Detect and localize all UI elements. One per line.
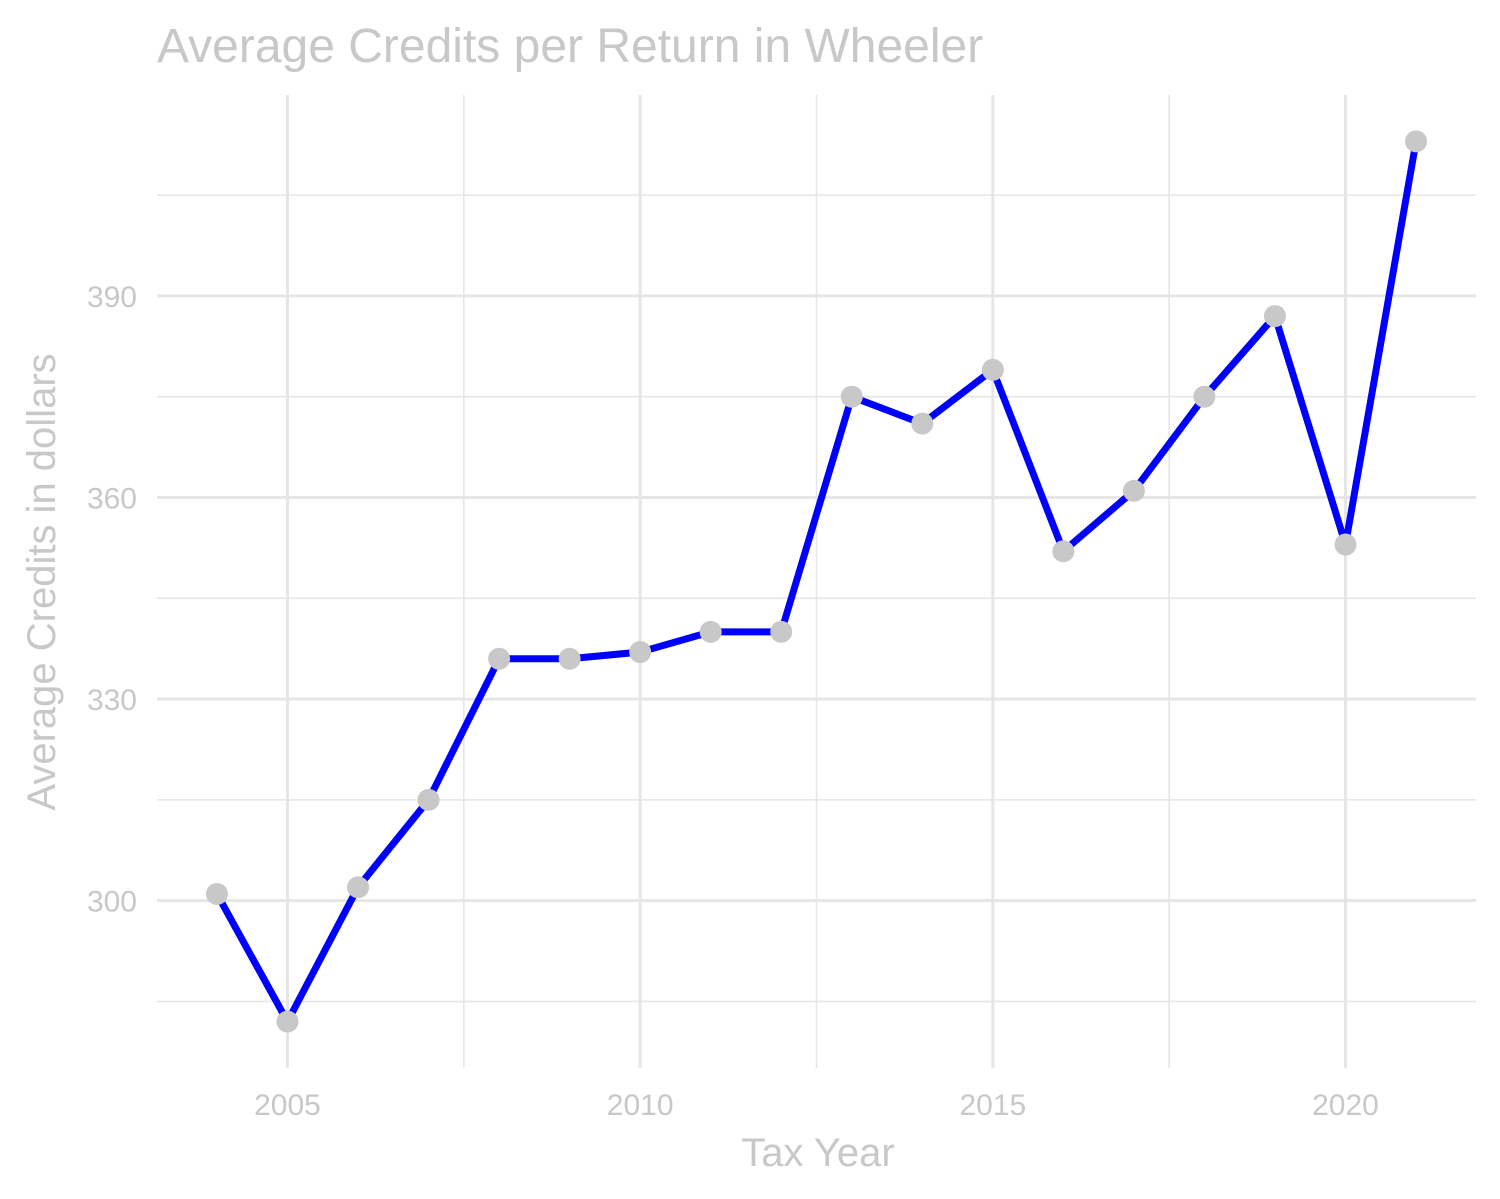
- data-point: [981, 358, 1004, 381]
- data-point: [1263, 305, 1286, 328]
- y-tick-label: 360: [87, 483, 137, 516]
- data-point: [840, 385, 863, 408]
- data-point: [770, 620, 793, 643]
- data-point: [699, 620, 722, 643]
- data-point: [488, 647, 511, 670]
- y-axis-title: Average Credits in dollars: [20, 353, 64, 810]
- data-point: [417, 788, 440, 811]
- data-point: [276, 1010, 299, 1033]
- data-point: [629, 641, 652, 664]
- x-axis-title: Tax Year: [741, 1131, 894, 1175]
- x-tick-label: 2020: [1312, 1089, 1379, 1122]
- x-tick-label: 2010: [607, 1089, 674, 1122]
- tick-labels: 300 330 360 390 2005 2010 2015 2020: [87, 281, 1379, 1122]
- x-tick-label: 2005: [254, 1089, 321, 1122]
- data-point: [1405, 130, 1428, 153]
- y-tick-label: 390: [87, 281, 137, 314]
- data-point: [1334, 533, 1357, 556]
- y-tick-label: 300: [87, 886, 137, 919]
- data-point: [205, 882, 228, 905]
- y-tick-label: 330: [87, 684, 137, 717]
- x-tick-label: 2015: [959, 1089, 1026, 1122]
- data-point: [558, 647, 581, 670]
- data-point: [911, 412, 934, 435]
- series-line-group: [213, 140, 1420, 1026]
- grid: [157, 95, 1476, 1068]
- data-points: [205, 130, 1428, 1033]
- data-point: [347, 876, 370, 899]
- data-point: [1122, 479, 1145, 502]
- chart-title: Average Credits per Return in Wheeler: [157, 20, 983, 73]
- series-line: [213, 140, 1420, 1026]
- data-point: [1193, 385, 1216, 408]
- data-point: [1052, 540, 1075, 563]
